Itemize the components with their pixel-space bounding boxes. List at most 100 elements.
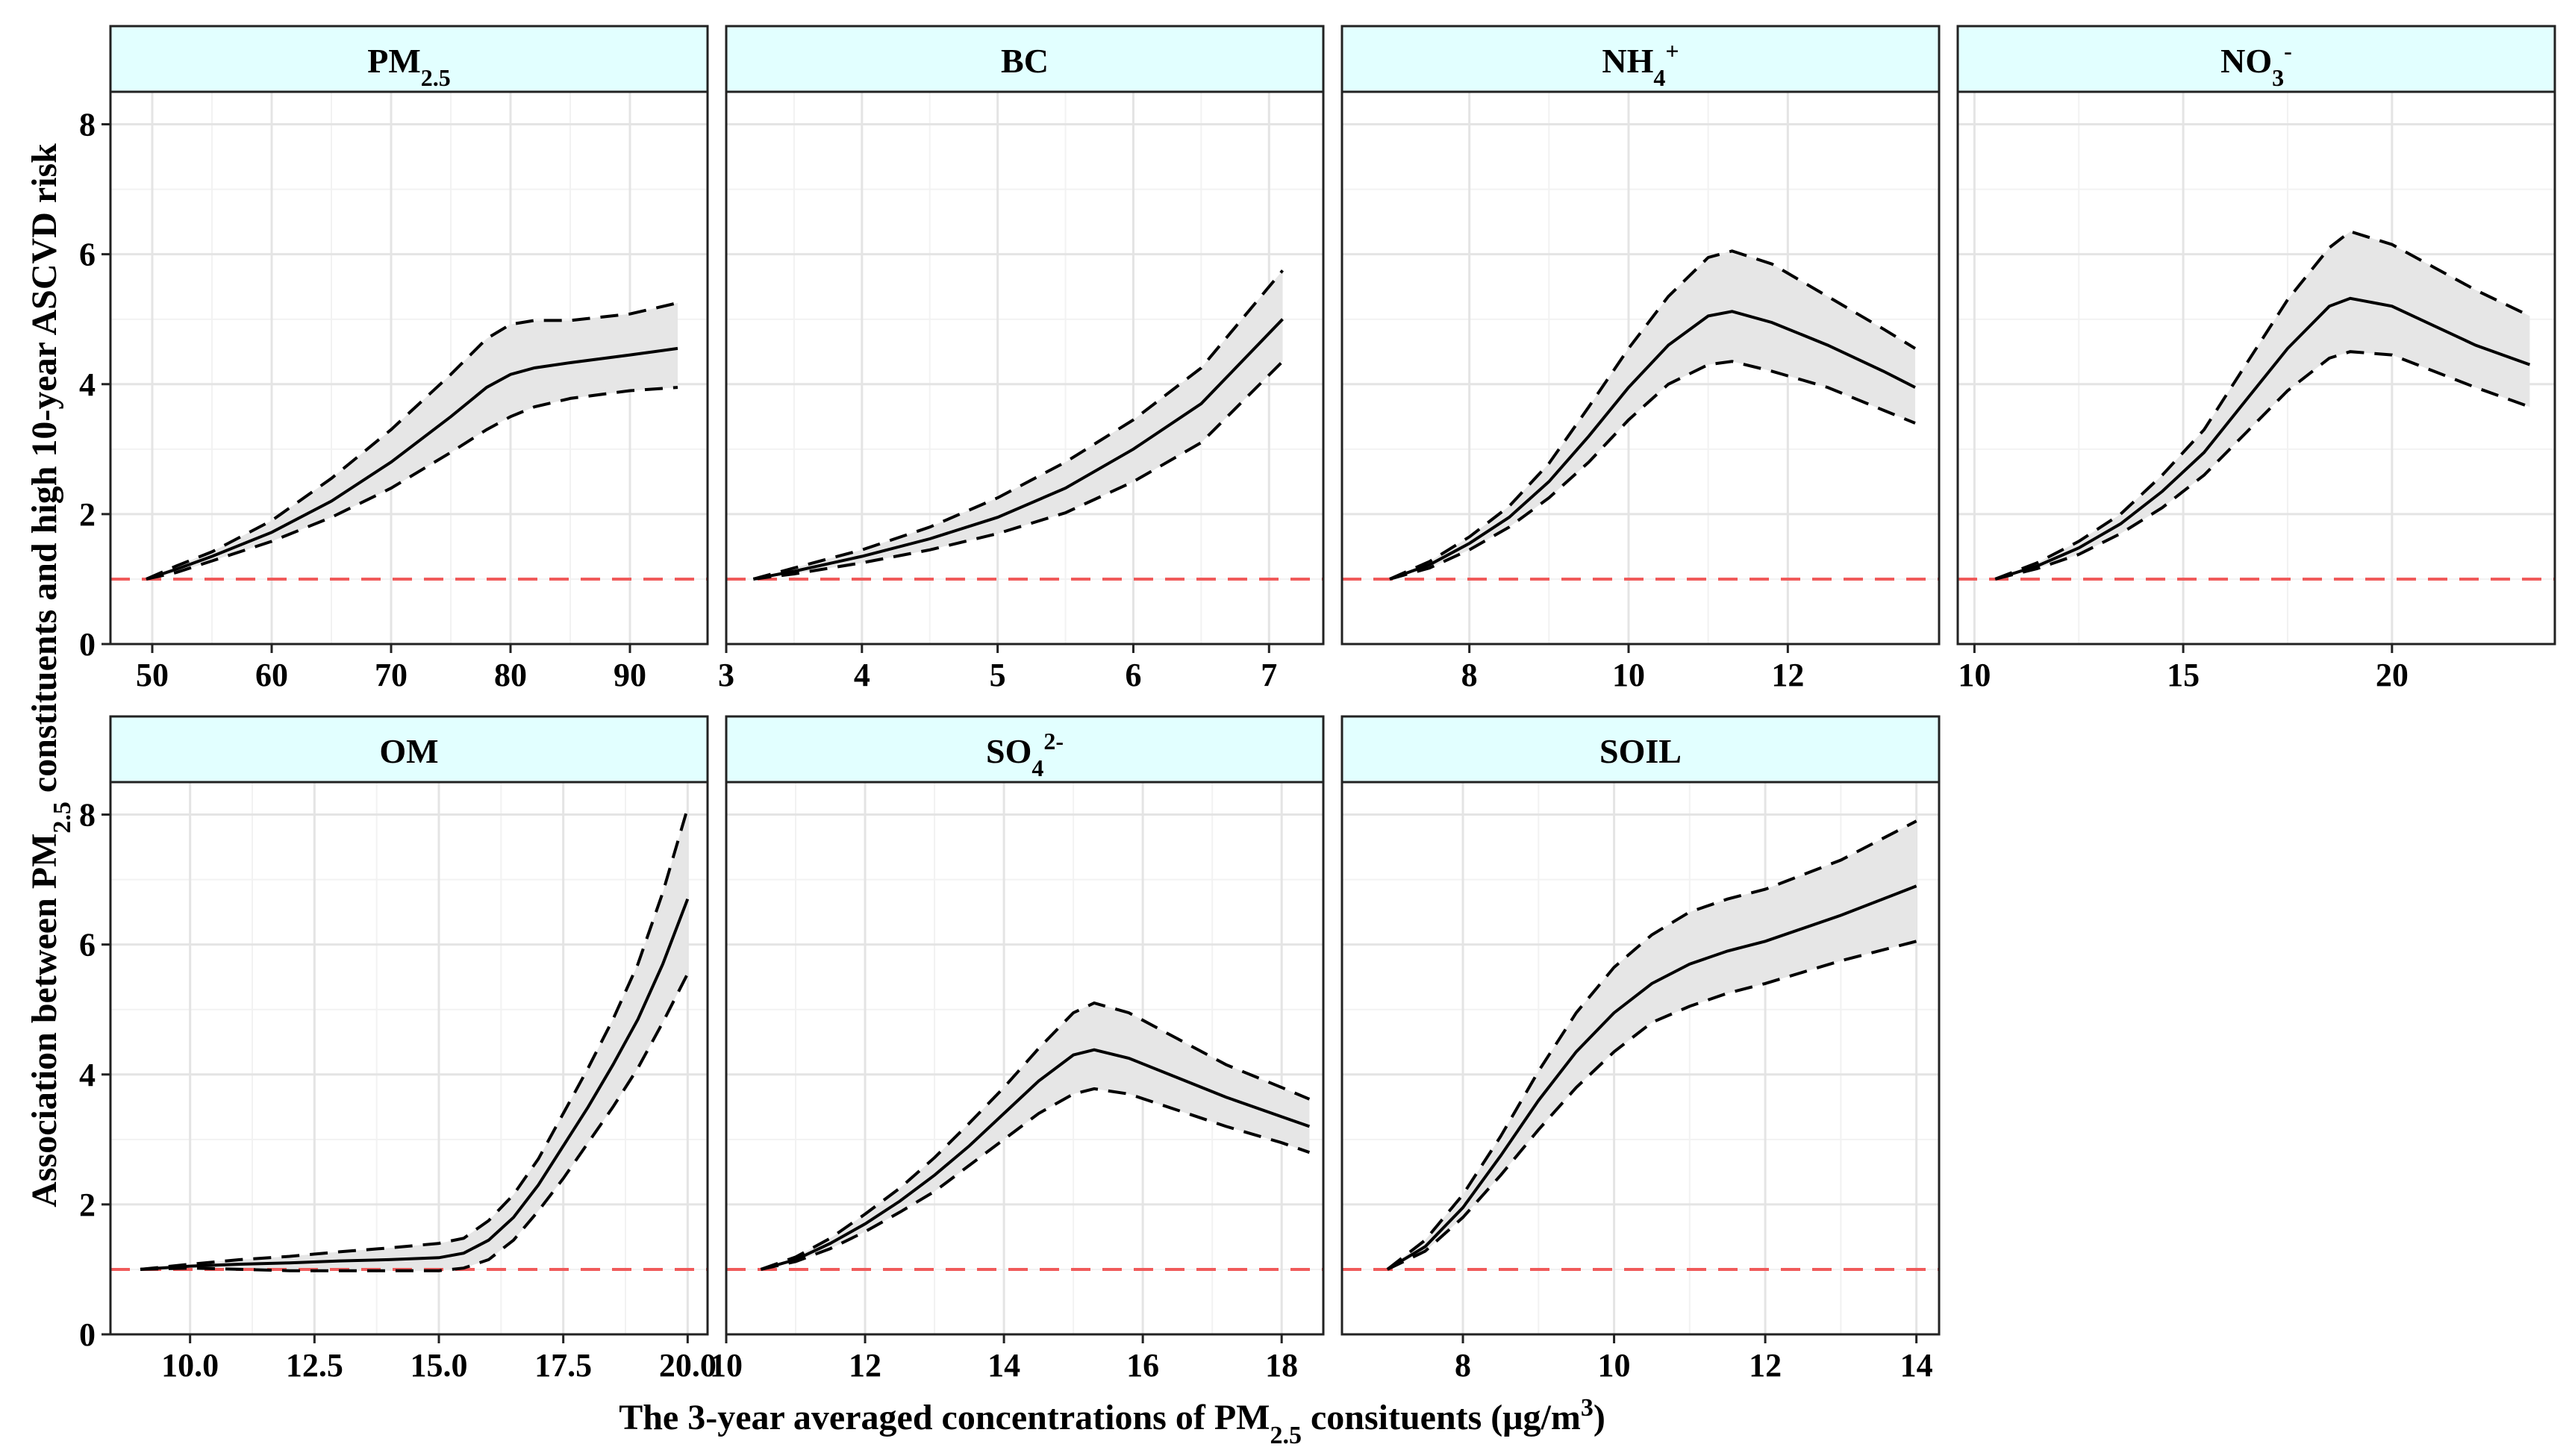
upper-ci-line (760, 1001, 1311, 1271)
upper-ci-line (1994, 229, 2531, 581)
strip-background (725, 715, 1325, 784)
panel-title-sub: 4 (1653, 64, 1665, 91)
strip-background (109, 25, 709, 93)
x-tick-label: 20.0 (659, 1347, 717, 1384)
strip-background (725, 25, 1325, 93)
estimate-line (753, 318, 1284, 581)
panel-title-base: BC (1001, 42, 1049, 80)
strip-background (1956, 25, 2556, 93)
x-tick-label: 18 (1265, 1347, 1298, 1384)
panel-no3: NO3- 10 15 20 (1956, 25, 2556, 693)
x-tick-label: 10 (710, 1347, 743, 1384)
estimate-line (146, 346, 678, 581)
panel-title-base: NO (2220, 42, 2272, 80)
upper-ci-line (1386, 819, 1917, 1271)
x-tick-label: 15 (2167, 657, 2200, 693)
x-axis-title-mid: consituents (μg/m (1302, 1398, 1581, 1437)
x-tick-label: 10 (1612, 657, 1645, 693)
upper-ci-line (146, 301, 678, 581)
y-tick-label: 8 (79, 797, 96, 834)
x-tick-label: 80 (494, 657, 527, 693)
x-tick-label: 10.0 (161, 1347, 219, 1384)
panel-title: SOIL (1599, 732, 1682, 770)
y-tick-label: 0 (79, 626, 96, 663)
panel-title-sup: 2- (1043, 728, 1064, 754)
x-tick-label: 12 (1749, 1347, 1782, 1384)
estimate-line (1386, 884, 1917, 1271)
panel-title-base: OM (379, 732, 438, 770)
panel-title: OM (379, 732, 438, 770)
y-axis-title: Association between PM2.5 constituents a… (25, 143, 76, 1207)
x-tick-label: 10 (1598, 1347, 1631, 1384)
panel-title-base: SOIL (1599, 732, 1682, 770)
panel-title-sup: + (1665, 37, 1679, 64)
x-tick-label: 14 (1900, 1347, 1933, 1384)
panel-title-base: PM (367, 42, 421, 80)
y-axis-title-pre: Association between PM (25, 834, 64, 1207)
lower-ci-line (146, 386, 678, 581)
x-axis-title-sup: 3 (1581, 1394, 1594, 1422)
panel-title-sub: 3 (2272, 64, 2284, 91)
panel-soil: SOIL 8 10 12 14 (1340, 715, 1941, 1384)
panel-title-sup: - (2284, 37, 2292, 64)
x-tick-label: 5 (990, 657, 1006, 693)
y-tick-label: 4 (79, 1057, 96, 1093)
panel-title: NO3- (2220, 37, 2292, 91)
panel-title: BC (1001, 42, 1049, 80)
x-tick-label: 20 (2376, 657, 2409, 693)
strip-background (1340, 25, 1941, 93)
x-tick-label: 8 (1455, 1347, 1471, 1384)
panel-bc: BC 3 4 5 6 7 (718, 25, 1325, 693)
estimate-line (140, 898, 690, 1271)
panel-nh4: NH4+8 10 12 (1340, 25, 1941, 693)
lower-ci-line (1994, 350, 2531, 581)
confidence-ribbon (146, 302, 678, 579)
y-tick-label: 6 (79, 927, 96, 963)
estimate-line (1994, 296, 2531, 581)
panel-title-base: SO (986, 732, 1031, 770)
x-axis-title-pre: The 3-year averaged concentrations of PM (619, 1398, 1270, 1437)
upper-ci-line (140, 807, 690, 1271)
lower-ci-line (1389, 360, 1916, 581)
x-tick-label: 14 (987, 1347, 1020, 1384)
panel-title-sub: 2.5 (421, 64, 451, 91)
y-tick-label: 2 (79, 496, 96, 533)
panel-title: PM2.5 (367, 42, 451, 91)
y-axis-title-sub: 2.5 (49, 802, 76, 834)
confidence-ribbon (1390, 251, 1915, 579)
upper-ci-line (752, 269, 1285, 581)
confidence-ribbon (753, 270, 1283, 579)
x-tick-label: 8 (1461, 657, 1478, 693)
strip-background (1340, 715, 1941, 784)
y-axis-title-post: constituents and high 10-year ASCVD risk (25, 143, 64, 802)
y-tick-label: 8 (79, 107, 96, 143)
x-tick-label: 50 (136, 657, 169, 693)
x-tick-label: 12.5 (286, 1347, 343, 1384)
panel-title-base: NH (1602, 42, 1653, 80)
y-tick-label: 4 (79, 366, 96, 403)
lower-ci-line (761, 1087, 1311, 1271)
x-tick-label: 70 (375, 657, 408, 693)
upper-ci-line (1389, 249, 1917, 581)
panel-title: SO42- (986, 728, 1064, 781)
panel-pm25: PM2.5 0 2 4 6 8 50 60 70 80 90 (79, 25, 709, 693)
estimate-line (1389, 310, 1916, 581)
lower-ci-line (753, 360, 1284, 581)
panel-om: OM 0 2 4 6 8 10.0 12.5 15.0 17.5 20.0 (79, 715, 717, 1384)
y-tick-label: 0 (79, 1316, 96, 1353)
x-tick-label: 15.0 (411, 1347, 468, 1384)
x-tick-label: 7 (1261, 657, 1277, 693)
x-tick-label: 12 (1771, 657, 1804, 693)
x-tick-label: 12 (849, 1347, 881, 1384)
x-axis-title: The 3-year averaged concentrations of PM… (619, 1394, 1605, 1449)
panel-title: NH4+ (1602, 37, 1679, 91)
confidence-ribbon (1387, 821, 1917, 1269)
panel-so4: SO42- 10 12 14 16 18 (710, 715, 1325, 1384)
panel-title-sub: 4 (1031, 754, 1043, 781)
y-tick-label: 2 (79, 1187, 96, 1223)
x-tick-label: 90 (614, 657, 646, 693)
x-tick-label: 3 (718, 657, 734, 693)
confidence-ribbon (1995, 231, 2530, 579)
